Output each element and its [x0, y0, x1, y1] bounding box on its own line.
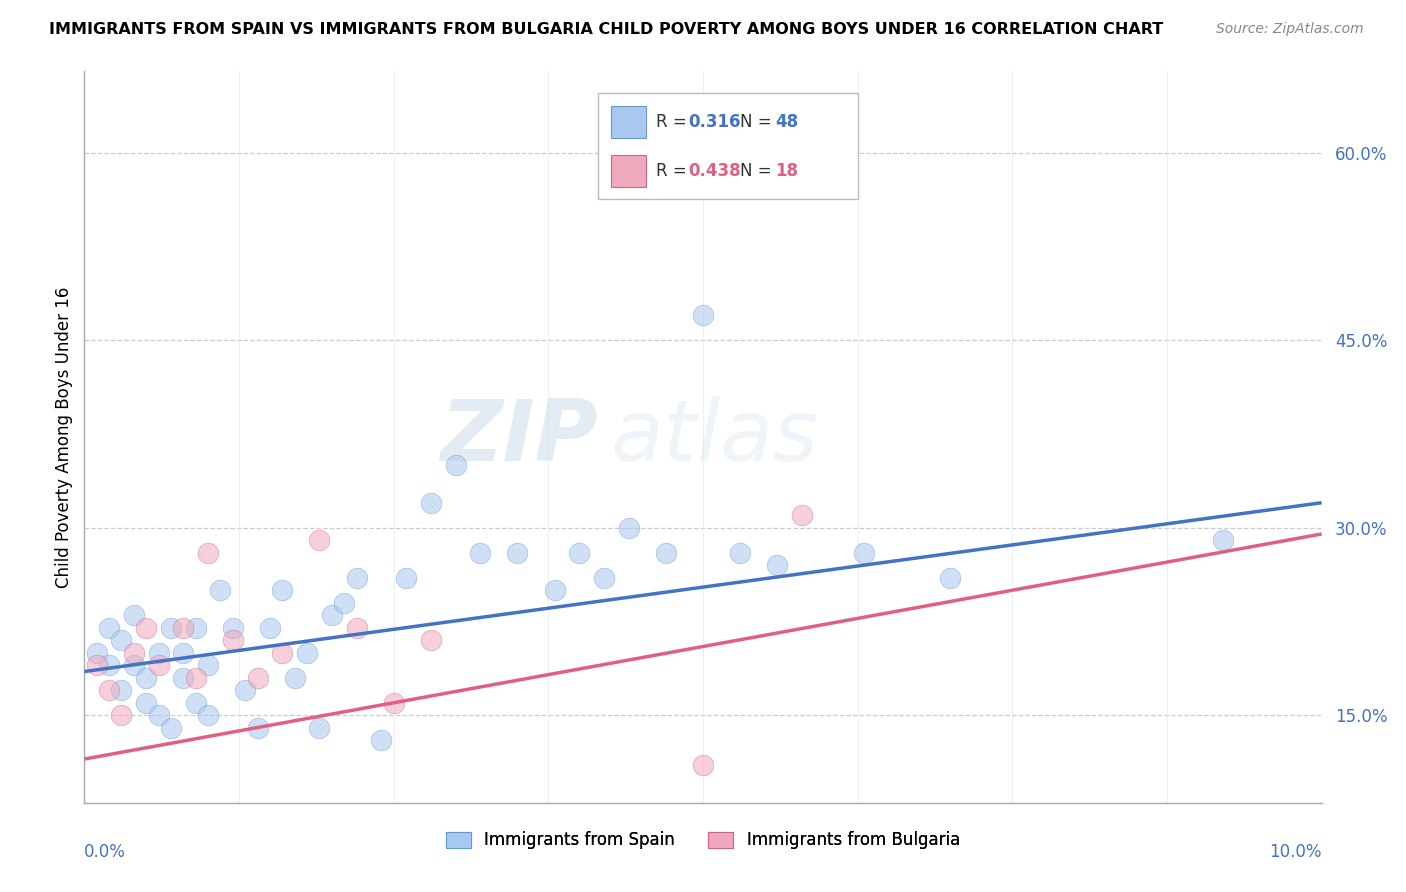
Legend: Immigrants from Spain, Immigrants from Bulgaria: Immigrants from Spain, Immigrants from B…	[446, 831, 960, 849]
Point	[184, 696, 207, 710]
Point	[382, 696, 405, 710]
Point	[308, 533, 330, 548]
Text: 0.0%: 0.0%	[84, 843, 127, 861]
Point	[148, 708, 170, 723]
Text: 48: 48	[775, 112, 797, 130]
Text: atlas: atlas	[610, 395, 818, 479]
Point	[184, 621, 207, 635]
Point	[1212, 533, 1234, 548]
Point	[222, 633, 245, 648]
Point	[692, 308, 714, 322]
Point	[160, 721, 183, 735]
Point	[346, 621, 368, 635]
Point	[110, 633, 132, 648]
Point	[370, 733, 392, 747]
Point	[766, 558, 789, 573]
Point	[308, 721, 330, 735]
Text: R =: R =	[657, 112, 692, 130]
Text: IMMIGRANTS FROM SPAIN VS IMMIGRANTS FROM BULGARIA CHILD POVERTY AMONG BOYS UNDER: IMMIGRANTS FROM SPAIN VS IMMIGRANTS FROM…	[49, 22, 1163, 37]
Point	[419, 633, 441, 648]
Point	[728, 546, 751, 560]
Point	[98, 658, 121, 673]
Point	[160, 621, 183, 635]
Point	[470, 546, 492, 560]
Text: 0.438: 0.438	[688, 162, 741, 180]
FancyBboxPatch shape	[612, 105, 647, 137]
FancyBboxPatch shape	[598, 94, 858, 200]
Point	[135, 671, 157, 685]
Text: Source: ZipAtlas.com: Source: ZipAtlas.com	[1216, 22, 1364, 37]
Point	[593, 571, 616, 585]
Point	[259, 621, 281, 635]
Point	[346, 571, 368, 585]
Point	[222, 621, 245, 635]
Point	[135, 696, 157, 710]
Point	[209, 583, 232, 598]
Point	[271, 646, 294, 660]
Point	[617, 521, 640, 535]
Point	[444, 458, 467, 473]
Y-axis label: Child Poverty Among Boys Under 16: Child Poverty Among Boys Under 16	[55, 286, 73, 588]
Text: R =: R =	[657, 162, 692, 180]
Point	[197, 658, 219, 673]
Point	[295, 646, 318, 660]
Point	[655, 546, 678, 560]
Point	[333, 596, 356, 610]
Text: N =: N =	[740, 112, 778, 130]
Point	[98, 683, 121, 698]
Point	[98, 621, 121, 635]
Point	[506, 546, 529, 560]
Point	[122, 608, 145, 623]
Point	[852, 546, 875, 560]
Point	[246, 671, 269, 685]
Point	[172, 621, 194, 635]
Point	[419, 496, 441, 510]
Point	[284, 671, 307, 685]
Point	[939, 571, 962, 585]
Point	[692, 758, 714, 772]
Point	[395, 571, 418, 585]
Point	[148, 646, 170, 660]
Text: 0.316: 0.316	[688, 112, 741, 130]
Point	[86, 658, 108, 673]
Point	[184, 671, 207, 685]
Point	[172, 646, 194, 660]
Text: 18: 18	[775, 162, 797, 180]
Point	[122, 658, 145, 673]
Text: 10.0%: 10.0%	[1270, 843, 1322, 861]
Point	[86, 646, 108, 660]
Point	[110, 708, 132, 723]
FancyBboxPatch shape	[612, 155, 647, 187]
Text: N =: N =	[740, 162, 778, 180]
Point	[197, 708, 219, 723]
Point	[233, 683, 256, 698]
Point	[321, 608, 343, 623]
Point	[790, 508, 813, 523]
Point	[246, 721, 269, 735]
Text: ZIP: ZIP	[440, 395, 598, 479]
Point	[543, 583, 565, 598]
Point	[172, 671, 194, 685]
Point	[110, 683, 132, 698]
Point	[271, 583, 294, 598]
Point	[122, 646, 145, 660]
Point	[568, 546, 591, 560]
Point	[197, 546, 219, 560]
Point	[135, 621, 157, 635]
Point	[148, 658, 170, 673]
